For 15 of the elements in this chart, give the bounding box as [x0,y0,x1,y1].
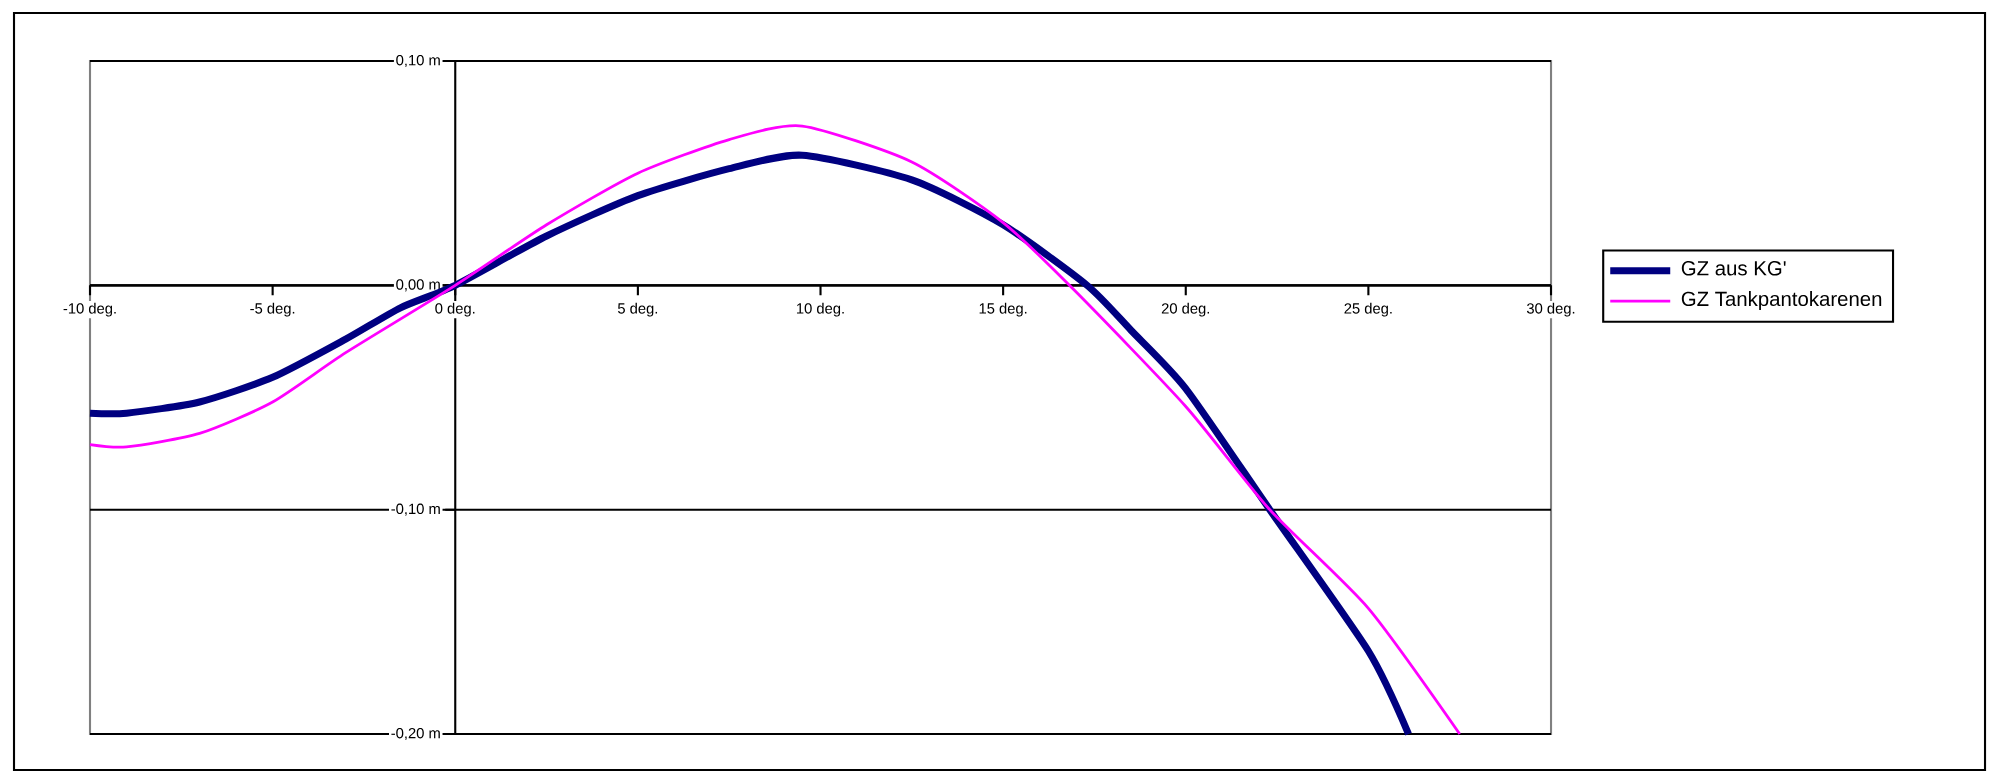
x-tick-label: 20 deg. [1161,302,1210,317]
legend-label: GZ aus KG' [1681,261,1786,276]
x-tick-label: 15 deg. [979,302,1027,317]
x-tick-label: 30 deg. [1526,302,1575,317]
x-tick-label: -10 deg. [63,302,116,317]
y-tick-label: 0,00 m [396,279,440,292]
y-tick-label: -0,10 m [391,503,440,516]
y-tick-label: -0,20 m [391,727,440,741]
x-tick-label: 5 deg. [617,302,658,317]
x-tick-label: 0 deg. [435,302,475,317]
x-tick-label: -5 deg. [250,302,295,317]
x-tick-label: 10 deg. [796,302,844,317]
legend-label: GZ Tankpantokarenen [1681,291,1882,311]
y-tick-label: 0,10 m [396,54,440,68]
x-tick-label: 25 deg. [1344,302,1392,317]
